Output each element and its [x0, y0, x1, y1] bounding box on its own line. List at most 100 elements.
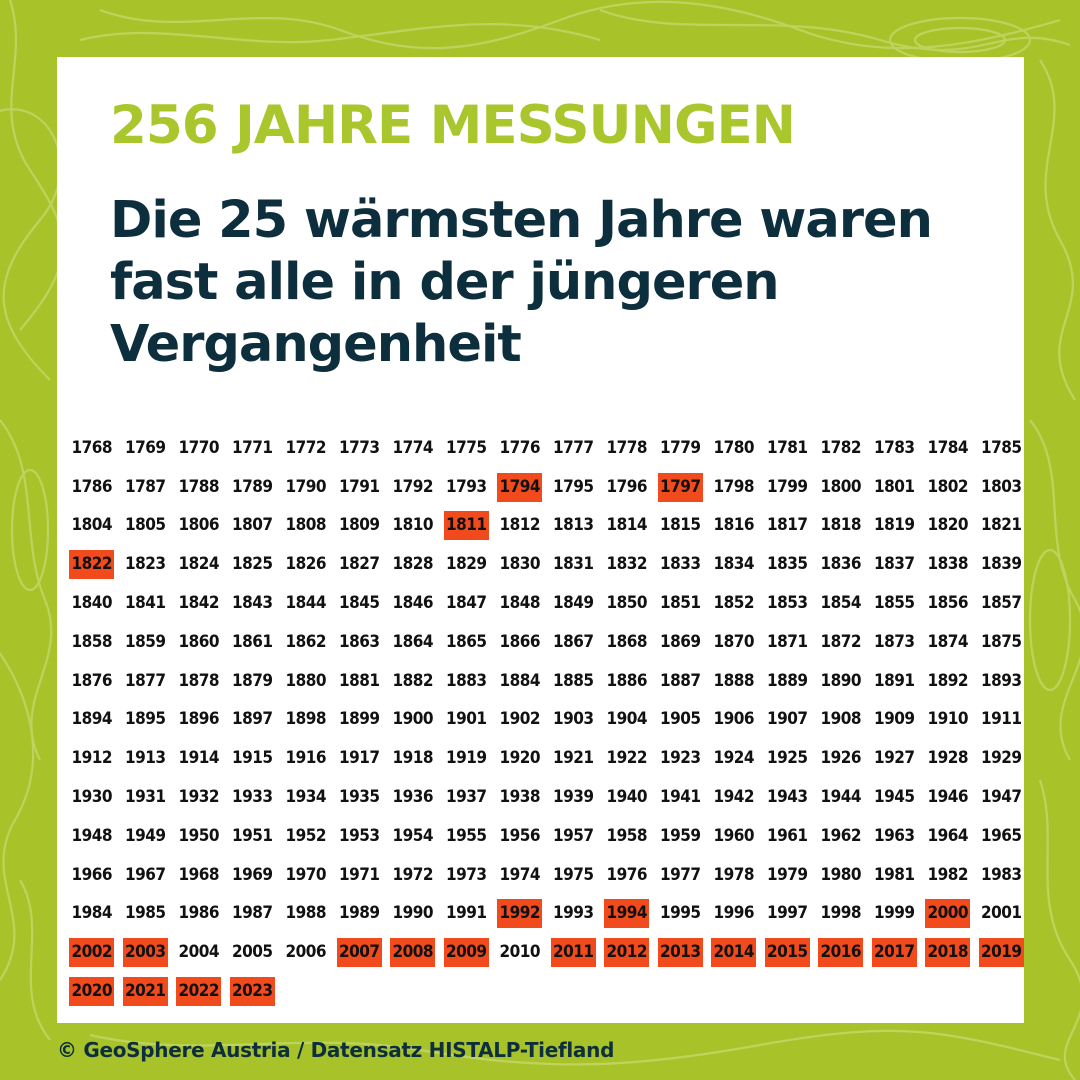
year-label: 1929	[980, 748, 1022, 769]
year-label: 2018	[925, 938, 971, 968]
year-label: 1854	[820, 593, 862, 614]
year-label: 1961	[766, 825, 808, 846]
year-cell: 1796	[600, 468, 654, 507]
year-label: 2022	[176, 977, 222, 1007]
year-label: 1819	[873, 515, 915, 536]
year-label: 1827	[338, 554, 380, 575]
year-label: 1940	[606, 787, 648, 808]
year-cell: 1944	[814, 778, 868, 817]
year-cell: 1905	[654, 701, 708, 740]
year-cell: 1996	[707, 895, 761, 934]
year-cell: 1957	[547, 817, 601, 856]
year-label: 1989	[338, 903, 380, 924]
year-label: 1903	[552, 709, 594, 730]
year-label: 1880	[285, 670, 327, 691]
year-label: 1832	[606, 554, 648, 575]
year-cell: 1854	[814, 584, 868, 623]
year-label: 2000	[925, 899, 971, 929]
year-label: 1887	[659, 670, 701, 691]
year-cell: 1850	[600, 584, 654, 623]
year-cell: 1901	[440, 701, 494, 740]
source-credit: © GeoSphere Austria / Datensatz HISTALP-…	[57, 1038, 615, 1062]
year-label: 1897	[231, 709, 273, 730]
year-label: 1849	[552, 593, 594, 614]
year-cell: 1869	[654, 623, 708, 662]
year-cell: 1874	[921, 623, 975, 662]
year-label: 1809	[338, 515, 380, 536]
year-label: 1930	[71, 787, 113, 808]
year-label: 1841	[124, 593, 166, 614]
year-label: 1776	[499, 437, 541, 458]
year-cell-warm: 2021	[119, 972, 173, 1011]
year-cell: 1779	[654, 429, 708, 468]
year-label: 1907	[766, 709, 808, 730]
year-cell: 1938	[493, 778, 547, 817]
year-cell: 1818	[814, 507, 868, 546]
year-label: 1815	[659, 515, 701, 536]
year-label: 1917	[338, 748, 380, 769]
year-cell: 1909	[868, 701, 922, 740]
year-cell: 1915	[226, 739, 280, 778]
year-label: 1922	[606, 748, 648, 769]
year-label: 1813	[552, 515, 594, 536]
year-label: 1990	[392, 903, 434, 924]
year-label: 1829	[445, 554, 487, 575]
year-label: 1823	[124, 554, 166, 575]
year-cell: 1789	[226, 468, 280, 507]
year-label: 1770	[178, 437, 220, 458]
year-label: 1949	[124, 825, 166, 846]
year-cell-warm: 2014	[707, 933, 761, 972]
year-cell: 2010	[493, 933, 547, 972]
year-label: 1790	[285, 476, 327, 497]
year-cell: 1887	[654, 662, 708, 701]
year-cell: 1984	[65, 895, 119, 934]
year-label: 1889	[766, 670, 808, 691]
year-label: 1976	[606, 864, 648, 885]
year-label: 1983	[980, 864, 1022, 885]
year-label: 1788	[178, 476, 220, 497]
year-cell-warm: 2000	[921, 895, 975, 934]
year-label: 1876	[71, 670, 113, 691]
year-label: 1869	[659, 631, 701, 652]
year-label: 1963	[873, 825, 915, 846]
year-cell: 1826	[279, 545, 333, 584]
year-label: 1881	[338, 670, 380, 691]
year-cell: 1954	[386, 817, 440, 856]
year-cell: 1870	[707, 623, 761, 662]
year-cell: 1807	[226, 507, 280, 546]
year-label: 1921	[552, 748, 594, 769]
year-label: 1928	[927, 748, 969, 769]
year-cell: 1812	[493, 507, 547, 546]
year-label: 1847	[445, 593, 487, 614]
year-cell: 1973	[440, 856, 494, 895]
year-label: 1840	[71, 593, 113, 614]
year-label: 1925	[766, 748, 808, 769]
year-cell: 1921	[547, 739, 601, 778]
year-cell: 1985	[119, 895, 173, 934]
year-label: 2020	[69, 977, 115, 1007]
year-cell: 2001	[975, 895, 1029, 934]
year-cell: 1893	[975, 662, 1029, 701]
year-cell: 1836	[814, 545, 868, 584]
year-label: 2006	[285, 942, 327, 963]
year-cell: 1899	[333, 701, 387, 740]
year-label: 1951	[231, 825, 273, 846]
year-cell: 1802	[921, 468, 975, 507]
year-cell: 1774	[386, 429, 440, 468]
year-label: 1824	[178, 554, 220, 575]
year-label: 1924	[713, 748, 755, 769]
year-label: 1969	[231, 864, 273, 885]
year-cell-warm: 1822	[65, 545, 119, 584]
year-cell: 1884	[493, 662, 547, 701]
year-cell: 1898	[279, 701, 333, 740]
year-cell: 1878	[172, 662, 226, 701]
year-cell: 1943	[761, 778, 815, 817]
year-label: 1968	[178, 864, 220, 885]
year-cell: 1947	[975, 778, 1029, 817]
year-cell: 2004	[172, 933, 226, 972]
year-cell: 1837	[868, 545, 922, 584]
year-cell: 1799	[761, 468, 815, 507]
year-label: 1802	[927, 476, 969, 497]
year-label: 1978	[713, 864, 755, 885]
